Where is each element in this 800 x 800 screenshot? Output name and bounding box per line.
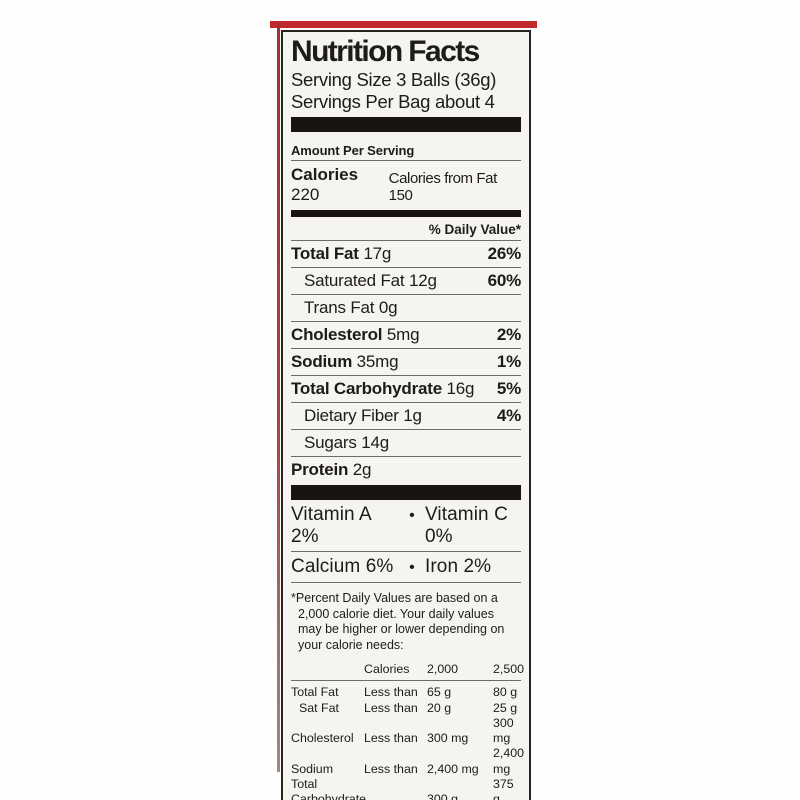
- nutrient-name: Sugars: [304, 433, 357, 452]
- separator-bar-thick: [291, 485, 521, 500]
- nutrient-row-dietary-fiber: Dietary Fiber 1g 4%: [291, 403, 521, 430]
- cell-name: Sat Fat: [299, 700, 339, 715]
- cell-2000: 2,400 mg: [427, 761, 479, 776]
- nutrient-amount: 16g: [446, 379, 475, 398]
- dv-table-row-sodium: Sodium Less than 2,400 mg 2,400 mg: [291, 746, 525, 777]
- nutrient-row-total-carbohydrate: Total Carbohydrate 16g 5%: [291, 376, 521, 403]
- footnote-text: *Percent Daily Values are based on a 2,0…: [291, 591, 505, 652]
- nutrient-dv: 4%: [496, 406, 521, 425]
- serving-size: Serving Size 3 Balls (36g): [291, 69, 497, 90]
- separator-bar-medium: [291, 210, 521, 217]
- nutrient-amount: 14g: [361, 433, 389, 452]
- dv-table-row-cholesterol: Cholesterol Less than 300 mg 300 mg: [291, 716, 521, 747]
- nutrient-amount: 12g: [408, 271, 437, 290]
- cell-2000: 300 mg: [427, 731, 469, 746]
- vitamin-row-a-c: Vitamin A 2% • Vitamin C 0%: [291, 500, 521, 552]
- calories-row: Calories 220 Calories from Fat 150: [291, 161, 521, 210]
- dv-table-row-total-carbohydrate: Total Carbohydrate 300 g 375 g: [291, 777, 521, 800]
- nutrient-name: Total Fat: [291, 244, 359, 263]
- nutrient-dv: 26%: [487, 244, 522, 263]
- nutrient-dv: 5%: [496, 379, 521, 398]
- cell-qualifier: Less than: [364, 761, 418, 776]
- nutrient-dv: 60%: [487, 271, 522, 290]
- cell-2000: 65 g: [427, 685, 452, 700]
- nutrient-amount: 1g: [403, 406, 422, 425]
- cell-name: Total Carbohydrate: [291, 777, 367, 800]
- label-title: Nutrition Facts: [291, 35, 480, 68]
- nutrient-name: Protein: [291, 460, 349, 479]
- calories-label: Calories: [291, 165, 359, 184]
- header-2500: 2,500: [493, 662, 525, 676]
- nutrient-row-saturated-fat: Saturated Fat 12g 60%: [291, 268, 521, 295]
- cell-2500: 2,400 mg: [493, 746, 525, 776]
- vitamin-right: Iron 2%: [425, 556, 492, 577]
- dv-table-row-total-fat: Total Fat Less than 65 g 80 g: [291, 685, 521, 700]
- nutrient-dv: 1%: [496, 352, 521, 371]
- vitamin-left: Calcium 6%: [291, 556, 394, 577]
- nutrient-name: Dietary Fiber: [304, 406, 399, 425]
- dv-table-header: Calories 2,000 2,500: [291, 662, 525, 682]
- cell-2500: 375 g: [493, 777, 514, 800]
- header-2000: 2,000: [427, 662, 459, 676]
- package-edge-left-red-line: [277, 21, 280, 772]
- amount-per-serving-label: Amount Per Serving: [291, 143, 521, 161]
- cell-2000: 20 g: [427, 700, 452, 715]
- nutrient-row-cholesterol: Cholesterol 5mg 2%: [291, 322, 521, 349]
- cell-name: Sodium: [291, 761, 334, 776]
- cell-name: Total Fat: [291, 685, 339, 700]
- calories-from-fat: Calories from Fat 150: [388, 170, 498, 204]
- nutrient-name: Saturated Fat: [304, 271, 405, 290]
- daily-value-header: % Daily Value*: [291, 217, 521, 241]
- nutrient-row-trans-fat: Trans Fat 0g: [291, 295, 521, 322]
- nutrient-name: Total Carbohydrate: [291, 379, 442, 398]
- nutrient-amount: 17g: [363, 244, 392, 263]
- cell-name: Cholesterol: [291, 731, 354, 746]
- nutrition-label: Nutrition Facts Serving Size 3 Balls (36…: [281, 30, 531, 800]
- cell-qualifier: Less than: [364, 731, 418, 746]
- dv-table: Calories 2,000 2,500 Total Fat Less than…: [291, 662, 525, 800]
- nutrient-name: Sodium: [291, 352, 353, 371]
- bullet-separator: •: [409, 559, 415, 576]
- nutrient-amount: 5mg: [386, 325, 420, 344]
- cell-2500: 300 mg: [493, 715, 514, 746]
- nutrient-amount: 35mg: [356, 352, 399, 371]
- separator-bar-thick: [291, 117, 521, 132]
- servings-per-bag: Servings Per Bag about 4: [291, 90, 495, 112]
- cell-2000: 300 g: [427, 792, 459, 800]
- nutrient-name: Trans Fat: [304, 298, 375, 317]
- nutrient-row-protein: Protein 2g: [291, 457, 521, 483]
- vitamin-row-calcium-iron: Calcium 6% • Iron 2%: [291, 552, 521, 583]
- bullet-separator: •: [409, 507, 415, 524]
- nutrient-row-total-fat: Total Fat 17g 26%: [291, 241, 521, 268]
- cell-2500: 25 g: [493, 700, 518, 715]
- nutrient-name: Cholesterol: [291, 325, 383, 344]
- dv-table-row-sat-fat: Sat Fat Less than 20 g 25 g: [291, 701, 521, 716]
- nutrient-dv: 2%: [496, 325, 521, 344]
- nutrient-row-sugars: Sugars 14g: [291, 430, 521, 457]
- cell-2500: 80 g: [493, 685, 518, 700]
- vitamin-left: Vitamin A 2%: [291, 504, 371, 547]
- nutrient-row-sodium: Sodium 35mg 1%: [291, 349, 521, 376]
- cell-qualifier: Less than: [364, 700, 418, 715]
- nutrient-amount: 2g: [352, 460, 372, 479]
- vitamin-right: Vitamin C 0%: [425, 504, 508, 547]
- cell-qualifier: Less than: [364, 685, 418, 700]
- nutrient-amount: 0g: [378, 298, 398, 317]
- header-calories: Calories: [364, 662, 410, 676]
- package-edge-top-red-stripe: [270, 21, 537, 28]
- calories-value: Calories 220: [291, 165, 359, 204]
